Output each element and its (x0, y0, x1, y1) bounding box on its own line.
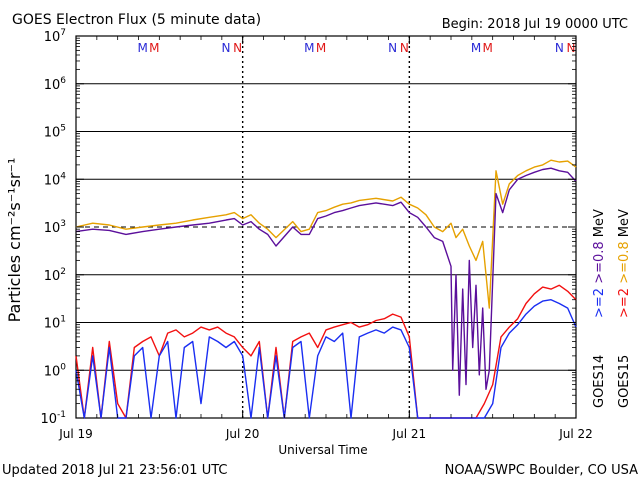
x-tick-label: Jul 21 (392, 427, 427, 441)
y-tick-label: 10-1 (40, 410, 66, 427)
legend-satellite-goes14: GOES14 (592, 355, 607, 408)
x-tick-label: Jul 22 (558, 427, 593, 441)
y-axis-label: Particles cm⁻²s⁻¹sr⁻¹ (5, 158, 24, 323)
legend-satellite-goes15: GOES15 (617, 355, 632, 408)
y-axis: 10-1 100 101 102 103 104 105 106 107 (40, 28, 576, 427)
y-tick-label: 100 (44, 362, 67, 379)
y-tick-label: 103 (44, 219, 66, 236)
y-tick-label: 104 (44, 171, 67, 188)
updated-timestamp: Updated 2018 Jul 21 23:56:01 UTC (2, 463, 227, 478)
data-series (75, 159, 577, 419)
legend-entry: >=0.8 (592, 241, 607, 288)
legend-unit: MeV (617, 209, 632, 241)
marker-n: N (222, 41, 231, 55)
marker-n: N (233, 41, 242, 55)
marker-n: N (400, 41, 409, 55)
legend: GOES14 >=2 >=0.8 MeV GOES15 >=2 >=0.8 MeV (592, 209, 632, 408)
y-tick-label: 102 (44, 267, 66, 284)
x-tick-label: Jul 20 (225, 427, 260, 441)
marker-m: M (137, 41, 147, 55)
marker-m: M (482, 41, 492, 55)
credit-line: NOAA/SWPC Boulder, CO USA (445, 463, 638, 478)
legend-entries-goes15: >=2 >=0.8 MeV (617, 209, 632, 318)
series-goes14-2-mev (75, 299, 577, 419)
legend-entry: >=0.8 (617, 241, 632, 288)
x-axis-label: Universal Time (278, 443, 367, 457)
x-tick-label: Jul 19 (58, 427, 93, 441)
marker-m: M (471, 41, 481, 55)
marker-n: N (388, 41, 397, 55)
x-axis: Jul 19 Jul 20 Jul 21 Jul 22 (58, 36, 593, 441)
y-tick-label: 105 (44, 124, 66, 141)
marker-m: M (149, 41, 159, 55)
chart-title: GOES Electron Flux (5 minute data) (12, 12, 261, 28)
y-tick-label: 106 (44, 76, 67, 93)
y-tick-label: 101 (44, 315, 66, 332)
series-goes14-0-8-mev (75, 167, 577, 396)
legend-entry: >=2 (592, 288, 607, 318)
marker-m: M (316, 41, 326, 55)
legend-unit: MeV (592, 209, 607, 241)
grid-lines (76, 36, 576, 418)
marker-n: N (555, 41, 564, 55)
marker-n: N (567, 41, 576, 55)
y-tick-label: 107 (44, 28, 66, 45)
series-goes15-0-8-mev (75, 159, 577, 309)
begin-time: Begin: 2018 Jul 19 0000 UTC (442, 17, 628, 32)
marker-m: M (304, 41, 314, 55)
legend-entry: >=2 (617, 288, 632, 318)
legend-entries-goes14: >=2 >=0.8 MeV (592, 209, 607, 318)
